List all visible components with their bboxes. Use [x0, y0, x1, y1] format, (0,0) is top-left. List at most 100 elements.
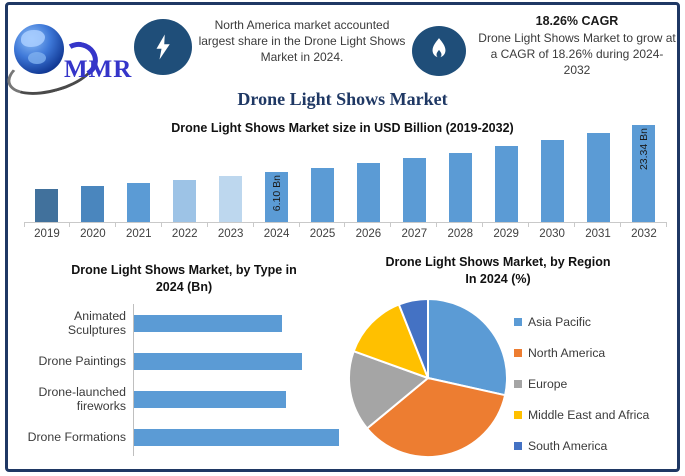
cagr-callout: 18.26% CAGR Drone Light Shows Market to …: [478, 13, 676, 78]
bar-data-label-2032: 23.34 Bn: [637, 128, 650, 171]
page-title: Drone Light Shows Market: [237, 89, 448, 109]
legend-item-europe: Europe: [514, 368, 649, 399]
bar-2025: [310, 168, 334, 222]
bar-slot-2021: [116, 124, 162, 227]
x-tick-label-2022: 2022: [171, 228, 198, 240]
annual-chart-bars: 6.10 Bn 23.34 Bn: [24, 124, 667, 227]
x-tick-label-2030: 2030: [539, 228, 565, 240]
x-tick-label-2032: 2032: [631, 228, 657, 240]
type-category-label: Drone Formations: [27, 430, 126, 444]
bar-slot-2022: [162, 124, 208, 227]
flame-badge: [412, 26, 466, 76]
legend-swatch-icon: [514, 348, 522, 357]
legend-item-south-america: South America: [514, 430, 649, 461]
bar-2026: [356, 163, 380, 222]
type-bar-0: [134, 314, 282, 332]
globe-icon: [14, 24, 64, 74]
bar-slot-2019: [24, 124, 70, 227]
bar-slot-2029: [483, 124, 530, 227]
type-chart: Drone Light Shows Market, by Type in 202…: [18, 262, 350, 456]
bar-2027: [402, 158, 426, 222]
type-category-label: Animated Sculptures: [67, 309, 126, 337]
x-tick-label-2028: 2028: [447, 228, 474, 240]
type-chart-title: Drone Light Shows Market, by Type in 202…: [18, 262, 350, 296]
x-tick-label-2025: 2025: [309, 228, 336, 240]
type-bar-2: [134, 390, 286, 408]
flame-icon: [432, 38, 446, 58]
legend-item-north-america: North America: [514, 337, 649, 368]
mmr-logo: MMR: [1, 20, 134, 104]
lightning-badge: [134, 19, 192, 75]
pie-chart-title-line2: In 2024 (%): [465, 272, 531, 286]
type-category-label: Drone-launched fireworks: [38, 385, 126, 413]
type-bar-track: [133, 304, 350, 342]
x-tick-label-2029: 2029: [493, 228, 519, 240]
type-row-1: Drone Paintings: [18, 342, 350, 380]
bar-slot-2026: [345, 124, 392, 227]
type-category-label: Drone Paintings: [38, 354, 127, 368]
x-tick-label-2026: 2026: [355, 228, 382, 240]
x-tick-label-2023: 2023: [217, 228, 244, 240]
pie-slice-north-america: [365, 376, 507, 458]
bar-2024: 6.10 Bn: [265, 172, 289, 222]
bar-slot-2025: [300, 124, 346, 227]
type-row-2: Drone-launched fireworks: [18, 380, 350, 418]
x-tick-label-2027: 2027: [401, 228, 428, 240]
na-share-callout: North America market accounted largest s…: [198, 18, 406, 64]
bar-2029: [494, 146, 518, 222]
type-row-3: Drone Formations: [18, 418, 350, 456]
bar-2020: [81, 186, 105, 222]
legend-label: Europe: [528, 376, 568, 391]
bar-slot-2023: [208, 124, 254, 227]
bar-slot-2020: [70, 124, 116, 227]
logo-text: MMR: [64, 56, 133, 83]
annual-chart-x-axis: [24, 222, 667, 223]
cagr-title: 18.26% CAGR: [535, 14, 619, 28]
legend-swatch-icon: [514, 379, 522, 388]
legend-item-middle-east-and-africa: Middle East and Africa: [514, 399, 649, 430]
pie-chart-title-line1: Drone Light Shows Market, by Region: [385, 255, 611, 269]
bar-data-label-2024: 6.10 Bn: [270, 175, 283, 212]
legend-swatch-icon: [514, 441, 522, 450]
pie-slice-asia-pacific: [427, 297, 508, 397]
bar-2028: [448, 153, 472, 222]
bar-2019: [35, 189, 59, 222]
x-tick-label-2021: 2021: [126, 228, 152, 240]
type-bar-track: [133, 342, 350, 380]
legend-label: North America: [528, 345, 606, 360]
pie-slice-south-america: [397, 297, 429, 379]
type-row-0: Animated Sculptures: [18, 304, 350, 342]
pie-legend: Asia Pacific North America Europe Middle Ea…: [514, 306, 649, 461]
legend-label: Middle East and Africa: [528, 407, 650, 422]
cagr-text: Drone Light Shows Market to grow at a CA…: [478, 31, 676, 77]
bar-slot-2028: [437, 124, 484, 227]
lightning-icon: [156, 34, 170, 60]
x-tick-label-2020: 2020: [80, 228, 106, 240]
bar-slot-2032: 23.34 Bn: [621, 124, 667, 227]
bar-slot-2027: [391, 124, 438, 227]
bar-slot-2031: [575, 124, 621, 227]
legend-label: South America: [528, 438, 608, 453]
bar-2021: [127, 183, 151, 222]
type-bar-track: [133, 380, 350, 418]
legend-item-asia-pacific: Asia Pacific: [514, 306, 649, 337]
annual-chart-x-labels: 2019 2020 2021 2022 2023 2024 2025 2026 2027 2028…: [24, 228, 667, 240]
legend-swatch-icon: [514, 317, 522, 326]
pie-chart-title: Drone Light Shows Market, by Region In 2…: [352, 254, 644, 288]
bar-slot-2030: [529, 124, 575, 227]
type-bar-3: [134, 428, 339, 446]
type-bar-1: [134, 352, 302, 370]
type-bar-track: [133, 418, 350, 456]
pie-slice-europe: [347, 349, 430, 430]
bar-2032: 23.34 Bn: [632, 125, 656, 222]
type-chart-title-line2: 2024 (Bn): [155, 280, 213, 294]
bar-2022: [173, 180, 197, 222]
region-pie: [347, 297, 508, 458]
x-tick-label-2031: 2031: [585, 228, 611, 240]
bar-2023: [219, 176, 243, 222]
legend-label: Asia Pacific: [528, 314, 591, 329]
bar-slot-2024: 6.10 Bn: [254, 124, 300, 227]
x-tick-label-2019: 2019: [34, 228, 60, 240]
bar-2031: [586, 133, 610, 222]
type-chart-title-line1: Drone Light Shows Market, by Type in: [71, 263, 297, 277]
